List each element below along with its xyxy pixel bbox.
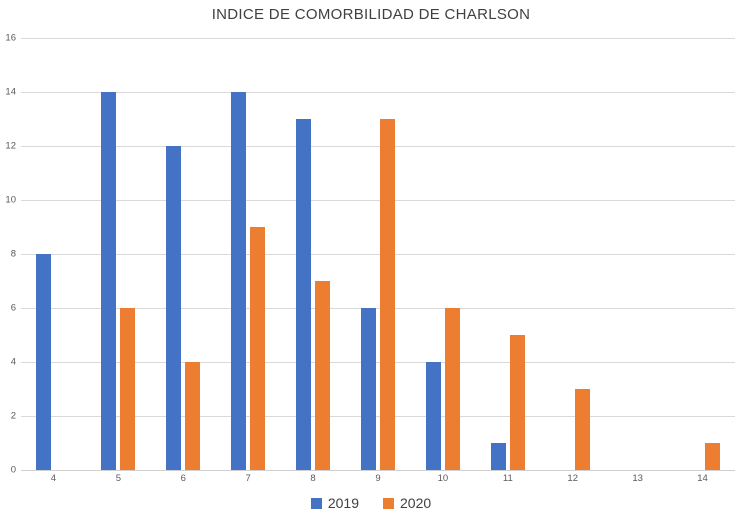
bar-2019-x11	[490, 443, 506, 470]
y-axis-tick-label: 10	[5, 194, 16, 206]
legend-item-2020: 2020	[383, 495, 431, 511]
x-axis-tick-label: 8	[310, 473, 316, 484]
category-group-13	[605, 38, 670, 470]
y-axis-tick-label: 16	[5, 32, 16, 44]
x-axis-tick-label: 11	[502, 473, 513, 484]
gridline-y-6	[21, 308, 735, 309]
x-axis-tick-label: 12	[567, 473, 578, 484]
gridline-y-16	[21, 38, 735, 39]
gridline-y-10	[21, 200, 735, 201]
category-group-9	[346, 38, 411, 470]
legend-label-2019: 2019	[327, 495, 359, 511]
bar-2019-x9	[360, 308, 376, 470]
gridline-y-12	[21, 146, 735, 147]
y-axis-tick-label: 8	[10, 248, 16, 260]
category-group-14	[670, 38, 735, 470]
legend-label-2020: 2020	[400, 495, 432, 511]
gridline-y-4	[21, 362, 735, 363]
chart-title: INDICE DE COMORBILIDAD DE CHARLSON	[211, 6, 531, 23]
y-axis-tick-label: 14	[5, 86, 16, 98]
category-group-5	[86, 38, 151, 470]
bar-2020-x10	[444, 308, 460, 470]
bar-2019-x10	[425, 362, 441, 470]
bar-2019-x5	[101, 92, 117, 470]
bar-2020-x6	[185, 362, 201, 470]
x-axis: 4 5 6 7 8 9 10 11 12 13 14	[21, 473, 735, 487]
bar-2020-x9	[379, 119, 395, 470]
category-group-6	[151, 38, 216, 470]
x-axis-tick-label: 14	[697, 473, 708, 484]
x-axis-tick-label: 9	[375, 473, 381, 484]
bar-2020-x8	[315, 281, 331, 470]
bar-2020-x14	[704, 443, 720, 470]
legend-swatch-2019	[310, 497, 322, 509]
bar-2020-x5	[120, 308, 136, 470]
y-axis-tick-label: 2	[10, 410, 16, 422]
category-group-7	[216, 38, 281, 470]
legend: 2019 2020	[0, 495, 742, 511]
category-group-11	[475, 38, 540, 470]
x-axis-tick-label: 5	[115, 473, 121, 484]
legend-swatch-2020	[383, 497, 394, 509]
x-axis-tick-label: 6	[180, 473, 186, 484]
plot-area	[21, 38, 735, 471]
category-group-12	[540, 38, 605, 470]
y-axis-tick-label: 6	[10, 302, 16, 314]
gridline-y-14	[21, 92, 735, 93]
x-axis-tick-label: 7	[245, 473, 251, 484]
bar-2020-x7	[250, 227, 266, 470]
legend-item-2019: 2019	[310, 495, 359, 511]
category-group-8	[281, 38, 346, 470]
y-axis-tick-label: 4	[10, 356, 16, 368]
y-axis-tick-label: 0	[10, 464, 16, 476]
x-axis-tick-label: 10	[437, 473, 449, 484]
x-axis-tick-label: 4	[50, 473, 57, 484]
x-axis-tick-label: 13	[632, 473, 643, 484]
bars-row	[21, 38, 735, 470]
bar-2019-x6	[166, 146, 182, 470]
category-group-10	[410, 38, 475, 470]
bar-2020-x11	[509, 335, 525, 470]
gridline-y-2	[21, 416, 735, 417]
y-axis: 0 2 4 6 8 10 12 14 16	[0, 33, 18, 476]
bar-2019-x4	[36, 254, 52, 470]
gridline-y-8	[21, 254, 735, 255]
bar-2019-x8	[296, 119, 312, 470]
category-group-4	[21, 38, 86, 470]
bar-2020-x12	[574, 389, 590, 470]
bar-2019-x7	[231, 92, 247, 470]
y-axis-tick-label: 12	[5, 140, 16, 152]
